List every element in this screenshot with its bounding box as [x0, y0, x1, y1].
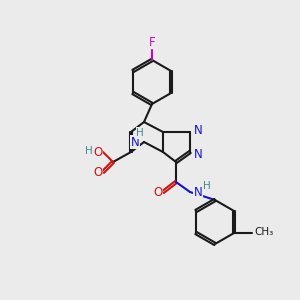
Text: N: N — [194, 185, 202, 199]
Text: H: H — [203, 181, 211, 191]
Text: F: F — [149, 35, 155, 49]
Text: O: O — [93, 146, 103, 158]
Text: N: N — [130, 136, 140, 148]
Text: O: O — [153, 185, 163, 199]
Text: H: H — [85, 146, 93, 156]
Text: H: H — [136, 128, 144, 138]
Text: CH₃: CH₃ — [254, 227, 274, 237]
Text: N: N — [194, 124, 202, 136]
Text: N: N — [194, 148, 202, 160]
Text: O: O — [93, 166, 103, 178]
